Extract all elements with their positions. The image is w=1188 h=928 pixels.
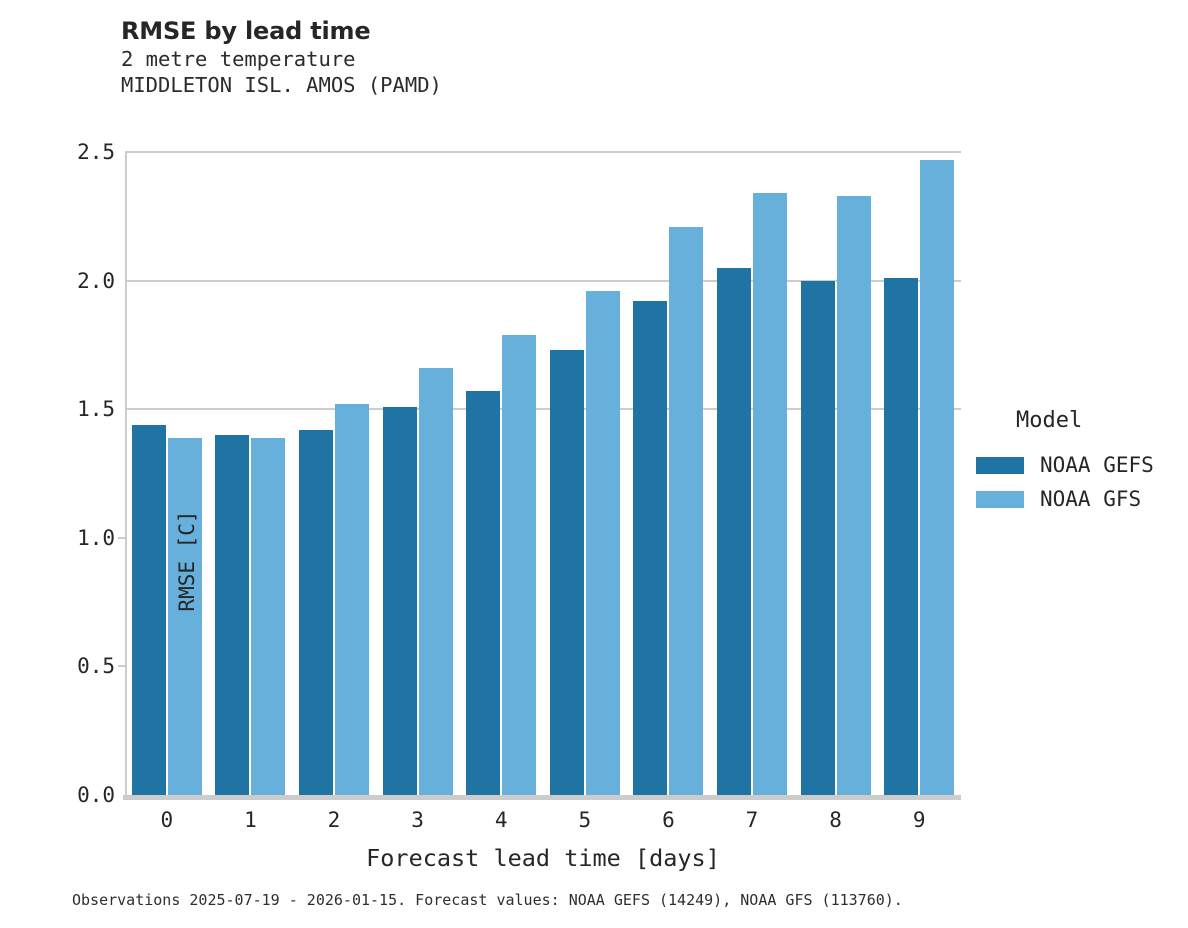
x-axis-title: Forecast lead time [days]	[366, 844, 720, 872]
x-axis-tick-label: 3	[411, 808, 424, 832]
bar-noaa-gefs-day-8	[800, 280, 835, 795]
bar-noaa-gefs-day-4	[466, 391, 501, 795]
bar-noaa-gfs-day-7	[753, 193, 787, 795]
x-axis-tick-label: 1	[244, 808, 257, 832]
bar-noaa-gfs-day-2	[335, 404, 369, 795]
gridline	[125, 151, 961, 153]
y-axis-tick-label: 2.5	[77, 140, 115, 164]
bar-noaa-gefs-day-5	[549, 350, 584, 795]
bar-noaa-gefs-day-7	[717, 267, 751, 795]
x-axis-tick-label: 9	[912, 808, 926, 832]
legend-item-label: NOAA GFS	[1040, 486, 1142, 511]
bar-noaa-gefs-day-9	[884, 278, 919, 795]
legend-swatch-icon	[976, 490, 1024, 508]
y-axis-minor-tick	[118, 665, 125, 668]
bar-noaa-gefs-day-1	[215, 434, 250, 795]
chart-subtitle: 2 metre temperature	[121, 47, 356, 71]
legend-title: Model	[1016, 408, 1083, 433]
y-axis-tick-label: 0.0	[77, 783, 115, 807]
x-axis-tick-label: 2	[327, 808, 341, 832]
page-title: RMSE by lead time	[121, 17, 371, 45]
legend-entries: NOAA GEFS NOAA GFS	[976, 448, 1188, 516]
gridline	[125, 279, 961, 282]
title-block: RMSE by lead time 2 metre temperature MI…	[121, 16, 921, 98]
x-axis-line	[123, 795, 961, 800]
y-axis-tick-label: 2.0	[77, 268, 115, 293]
y-axis-tick-labels: 0.0 0.5 1.0 1.5 2.0 2.5	[20, 142, 115, 806]
bar-noaa-gfs-day-3	[418, 368, 453, 795]
bar-noaa-gfs-day-0	[167, 437, 202, 795]
x-axis-tick-labels: 0 1 2 3 4 5 6 7 8 9	[125, 808, 961, 838]
bar-noaa-gfs-day-4	[502, 334, 537, 795]
x-axis-tick-label: 6	[662, 808, 675, 832]
bar-noaa-gfs-day-9	[920, 159, 955, 795]
legend-item-noaa-gfs[interactable]: NOAA GFS	[976, 482, 1188, 516]
legend-item-label: NOAA GEFS	[1040, 452, 1154, 477]
x-axis-tick-label: 7	[745, 808, 759, 832]
legend-swatch-icon	[976, 456, 1024, 474]
chart-station-label: MIDDLETON ISL. AMOS (PAMD)	[121, 73, 442, 97]
bar-noaa-gfs-day-1	[251, 437, 286, 795]
y-axis-tick-label: 0.5	[77, 654, 115, 679]
legend-item-noaa-gefs[interactable]: NOAA GEFS	[976, 448, 1188, 482]
bar-noaa-gefs-day-6	[633, 301, 668, 795]
y-axis-tick-label: 1.5	[77, 397, 115, 422]
x-axis-tick-label: 4	[494, 808, 508, 832]
legend: Model NOAA GEFS NOAA GFS	[976, 408, 1188, 516]
y-axis-title: RMSE [C]	[175, 510, 199, 612]
bar-noaa-gefs-day-2	[299, 429, 333, 795]
y-axis-tick-label: 1.0	[77, 525, 115, 550]
plot-area: RMSE [C]	[118, 151, 961, 800]
gridline	[125, 408, 961, 411]
bar-noaa-gfs-day-6	[669, 226, 704, 795]
bar-noaa-gefs-day-3	[382, 406, 417, 795]
bar-noaa-gfs-day-5	[585, 290, 620, 795]
x-axis-tick-label: 8	[829, 808, 842, 832]
bar-noaa-gfs-day-8	[836, 195, 871, 795]
x-axis-tick-label: 0	[160, 808, 174, 832]
y-axis-minor-tick	[118, 536, 125, 539]
x-axis-tick-label: 5	[578, 808, 592, 832]
bar-noaa-gefs-day-0	[131, 424, 166, 795]
plot-frame	[125, 152, 961, 795]
footer-note: Observations 2025-07-19 - 2026-01-15. Fo…	[72, 891, 903, 909]
